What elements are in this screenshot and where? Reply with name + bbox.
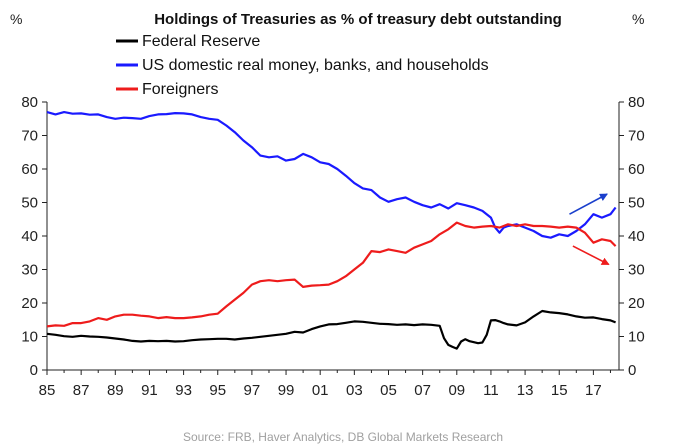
legend-label-us-domestic: US domestic real money, banks, and house… bbox=[142, 57, 489, 74]
x-tick-label: 99 bbox=[278, 382, 295, 399]
right-tick-label: 20 bbox=[628, 295, 645, 312]
legend: Federal Reserve US domestic real money, b… bbox=[116, 33, 489, 98]
legend-label-foreigners: Foreigners bbox=[142, 81, 218, 98]
left-tick-label: 60 bbox=[21, 161, 38, 178]
left-tick-label: 70 bbox=[21, 128, 38, 145]
left-tick-label: 50 bbox=[21, 195, 38, 212]
x-tick-label: 05 bbox=[380, 382, 397, 399]
series-layer bbox=[46, 110, 617, 350]
axes bbox=[46, 102, 620, 371]
series-line-foreigners bbox=[46, 221, 617, 328]
left-tick-label: 30 bbox=[21, 262, 38, 279]
x-tick-label: 95 bbox=[209, 382, 226, 399]
right-axis-unit: % bbox=[632, 11, 644, 27]
left-tick-label: 40 bbox=[21, 228, 38, 245]
x-tick-label: 01 bbox=[312, 382, 329, 399]
trend-arrow bbox=[569, 193, 608, 215]
annotation-layer bbox=[569, 193, 610, 266]
x-tick-label: 93 bbox=[175, 382, 192, 399]
chart-title: Holdings of Treasuries as % of treasury … bbox=[154, 11, 562, 28]
left-y-axis: 0 10 20 30 40 50 60 70 80 bbox=[21, 94, 47, 379]
right-tick-label: 30 bbox=[628, 262, 645, 279]
right-tick-label: 40 bbox=[628, 228, 645, 245]
right-y-axis: 0 10 20 30 40 50 60 70 80 bbox=[619, 94, 645, 379]
left-tick-label: 0 bbox=[30, 362, 38, 379]
x-tick-label: 09 bbox=[448, 382, 465, 399]
x-tick-label: 91 bbox=[141, 382, 158, 399]
x-axis: 85 87 89 91 93 95 97 99 01 03 05 07 09 11 13 15 17 bbox=[39, 370, 611, 399]
series-line-us-domestic bbox=[46, 110, 617, 239]
left-tick-label: 10 bbox=[21, 329, 38, 346]
series-line-federal-reserve bbox=[46, 309, 617, 350]
x-tick-label: 13 bbox=[517, 382, 534, 399]
right-tick-label: 80 bbox=[628, 94, 645, 111]
source-note: Source: FRB, Haver Analytics, DB Global … bbox=[183, 430, 503, 444]
left-tick-label: 20 bbox=[21, 295, 38, 312]
right-tick-label: 60 bbox=[628, 161, 645, 178]
trend-arrow bbox=[572, 245, 610, 266]
left-axis-unit: % bbox=[10, 11, 22, 27]
x-tick-label: 07 bbox=[414, 382, 431, 399]
x-tick-label: 85 bbox=[39, 382, 56, 399]
x-tick-label: 17 bbox=[585, 382, 602, 399]
x-tick-label: 87 bbox=[73, 382, 90, 399]
right-tick-label: 70 bbox=[628, 128, 645, 145]
right-tick-label: 10 bbox=[628, 329, 645, 346]
legend-label-federal-reserve: Federal Reserve bbox=[142, 33, 260, 50]
x-tick-label: 97 bbox=[244, 382, 261, 399]
x-tick-label: 15 bbox=[551, 382, 568, 399]
left-tick-label: 80 bbox=[21, 94, 38, 111]
x-tick-label: 11 bbox=[483, 382, 499, 399]
x-tick-label: 89 bbox=[107, 382, 124, 399]
right-tick-label: 50 bbox=[628, 195, 645, 212]
right-tick-label: 0 bbox=[628, 362, 636, 379]
x-tick-label: 03 bbox=[346, 382, 363, 399]
